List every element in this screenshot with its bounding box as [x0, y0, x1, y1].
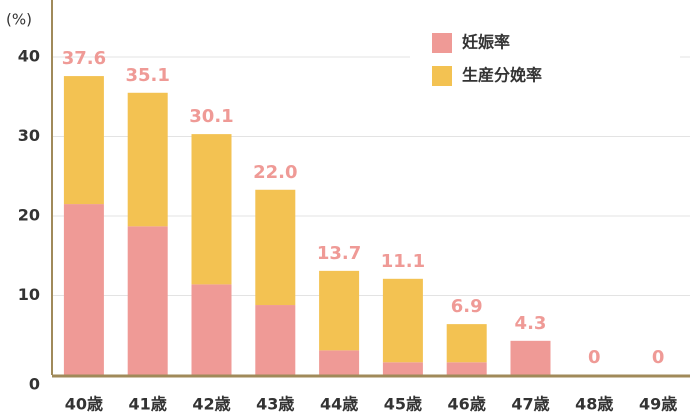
x-tick-label: 44歳	[320, 395, 358, 414]
y-tick-label: 0	[29, 375, 40, 394]
x-tick-label: 46歳	[448, 395, 486, 414]
bar-segment	[191, 134, 232, 285]
x-tick-label: 47歳	[511, 395, 549, 414]
total-label: 0	[588, 347, 601, 368]
legend-label: 妊娠率	[462, 33, 510, 52]
legend-label: 生産分娩率	[462, 66, 542, 85]
y-tick-label: 10	[18, 285, 40, 304]
total-label: 13.7	[317, 243, 361, 264]
y-tick-label: 30	[18, 126, 40, 145]
bar-segment	[127, 226, 168, 375]
bar-segment	[63, 76, 104, 205]
bar-segment	[191, 284, 232, 375]
total-label: 37.6	[62, 48, 106, 69]
y-unit-label: (%)	[6, 11, 32, 29]
x-tick-label: 40歳	[65, 395, 103, 414]
bar-segment	[382, 362, 423, 375]
bar-segment	[319, 270, 360, 351]
legend-background	[410, 15, 680, 95]
bar-segment	[319, 350, 360, 375]
bar-segment	[446, 362, 487, 375]
total-label: 30.1	[189, 106, 233, 127]
x-tick-label: 48歳	[575, 395, 613, 414]
total-label: 35.1	[125, 65, 169, 86]
total-label: 0	[652, 347, 665, 368]
legend-swatch	[432, 66, 452, 86]
x-tick-label: 42歳	[192, 395, 230, 414]
bar-segment	[63, 204, 104, 375]
x-tick-label: 41歳	[129, 395, 167, 414]
x-tick-label: 45歳	[384, 395, 422, 414]
y-tick-label: 20	[18, 206, 40, 225]
total-label: 11.1	[381, 251, 425, 272]
bar-segment	[446, 324, 487, 363]
bar-segment	[255, 305, 296, 375]
bar-segment	[510, 340, 551, 375]
total-label: 6.9	[451, 296, 483, 317]
y-tick-label: 40	[18, 47, 40, 66]
bar-segment	[127, 92, 168, 227]
legend-swatch	[432, 33, 452, 53]
x-tick-label: 49歳	[639, 395, 677, 414]
bar-segment	[382, 278, 423, 363]
total-label: 22.0	[253, 162, 297, 183]
total-label: 4.3	[515, 313, 547, 334]
x-tick-label: 43歳	[256, 395, 294, 414]
bar-segment	[255, 189, 296, 306]
